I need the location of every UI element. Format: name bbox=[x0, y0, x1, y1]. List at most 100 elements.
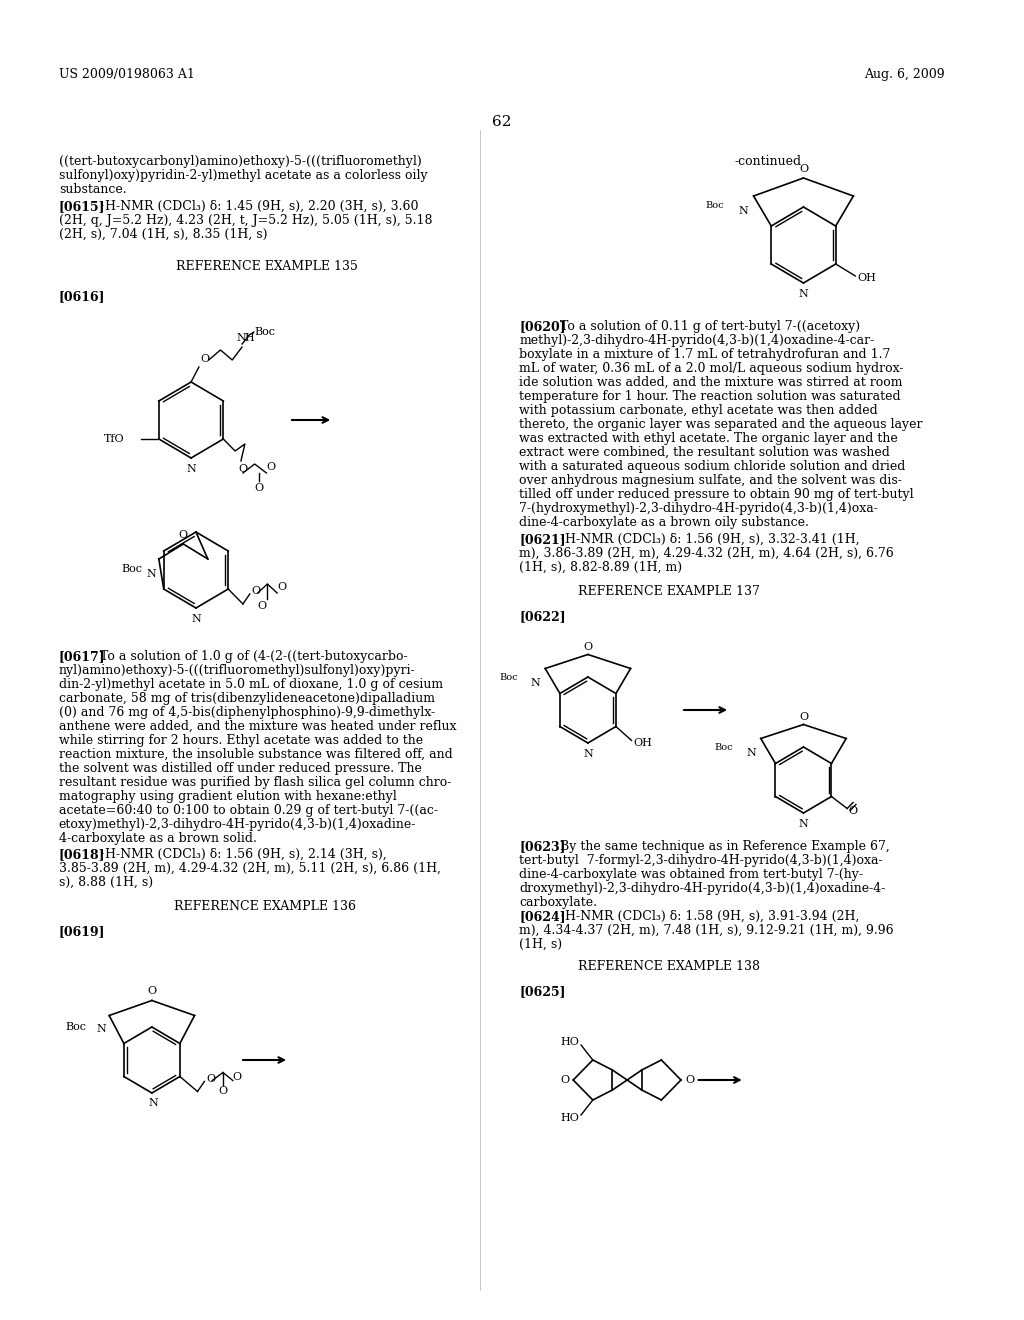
Text: Boc: Boc bbox=[66, 1022, 87, 1031]
Text: reaction mixture, the insoluble substance was filtered off, and: reaction mixture, the insoluble substanc… bbox=[58, 748, 453, 762]
Text: etoxy)methyl)-2,3-dihydro-4H-pyrido(4,3-b)(1,4)oxadine-: etoxy)methyl)-2,3-dihydro-4H-pyrido(4,3-… bbox=[58, 818, 416, 832]
Text: 3.85-3.89 (2H, m), 4.29-4.32 (2H, m), 5.11 (2H, s), 6.86 (1H,: 3.85-3.89 (2H, m), 4.29-4.32 (2H, m), 5.… bbox=[58, 862, 440, 875]
Text: anthene were added, and the mixture was heated under reflux: anthene were added, and the mixture was … bbox=[58, 719, 457, 733]
Text: N: N bbox=[96, 1024, 106, 1035]
Text: N: N bbox=[191, 614, 201, 624]
Text: O: O bbox=[201, 354, 210, 364]
Text: H: H bbox=[244, 333, 254, 343]
Text: [0624]: [0624] bbox=[519, 909, 566, 923]
Text: ¹H-NMR (CDCl₃) δ: 1.56 (9H, s), 2.14 (3H, s),: ¹H-NMR (CDCl₃) δ: 1.56 (9H, s), 2.14 (3H… bbox=[100, 847, 387, 861]
Text: sulfonyl)oxy)pyridin-2-yl)methyl acetate as a colorless oily: sulfonyl)oxy)pyridin-2-yl)methyl acetate… bbox=[58, 169, 427, 182]
Text: carbonate, 58 mg of tris(dibenzylideneacetone)dipalladium: carbonate, 58 mg of tris(dibenzylideneac… bbox=[58, 692, 435, 705]
Text: (1H, s), 8.82-8.89 (1H, m): (1H, s), 8.82-8.89 (1H, m) bbox=[519, 561, 682, 574]
Text: O: O bbox=[179, 531, 187, 540]
Text: O: O bbox=[799, 711, 808, 722]
Text: -continued: -continued bbox=[735, 154, 802, 168]
Text: m), 4.34-4.37 (2H, m), 7.48 (1H, s), 9.12-9.21 (1H, m), 9.96: m), 4.34-4.37 (2H, m), 7.48 (1H, s), 9.1… bbox=[519, 924, 894, 937]
Text: N: N bbox=[237, 333, 246, 343]
Text: O: O bbox=[848, 805, 857, 816]
Text: US 2009/0198063 A1: US 2009/0198063 A1 bbox=[58, 69, 195, 81]
Text: 7-(hydroxymethyl)-2,3-dihydro-4H-pyrido(4,3-b)(1,4)oxa-: 7-(hydroxymethyl)-2,3-dihydro-4H-pyrido(… bbox=[519, 502, 879, 515]
Text: N: N bbox=[746, 748, 756, 758]
Text: O: O bbox=[278, 582, 287, 591]
Text: temperature for 1 hour. The reaction solution was saturated: temperature for 1 hour. The reaction sol… bbox=[519, 389, 901, 403]
Text: [0618]: [0618] bbox=[58, 847, 105, 861]
Text: dine-4-carboxylate as a brown oily substance.: dine-4-carboxylate as a brown oily subst… bbox=[519, 516, 809, 529]
Text: ide solution was added, and the mixture was stirred at room: ide solution was added, and the mixture … bbox=[519, 376, 903, 389]
Text: O: O bbox=[685, 1074, 694, 1085]
Text: matography using gradient elution with hexane:ethyl: matography using gradient elution with h… bbox=[58, 789, 396, 803]
Text: O: O bbox=[232, 1072, 242, 1081]
Text: s), 8.88 (1H, s): s), 8.88 (1H, s) bbox=[58, 876, 153, 888]
Text: N: N bbox=[186, 465, 196, 474]
Text: with potassium carbonate, ethyl acetate was then added: with potassium carbonate, ethyl acetate … bbox=[519, 404, 878, 417]
Text: O: O bbox=[266, 462, 275, 473]
Text: was extracted with ethyl acetate. The organic layer and the: was extracted with ethyl acetate. The or… bbox=[519, 432, 898, 445]
Text: mL of water, 0.36 mL of a 2.0 mol/L aqueous sodium hydrox-: mL of water, 0.36 mL of a 2.0 mol/L aque… bbox=[519, 362, 904, 375]
Text: Boc: Boc bbox=[499, 673, 518, 682]
Text: [0622]: [0622] bbox=[519, 610, 566, 623]
Text: nyl)amino)ethoxy)-5-(((trifluoromethyl)sulfonyl)oxy)pyri-: nyl)amino)ethoxy)-5-(((trifluoromethyl)s… bbox=[58, 664, 416, 677]
Text: [0623]: [0623] bbox=[519, 840, 566, 853]
Text: REFERENCE EXAMPLE 136: REFERENCE EXAMPLE 136 bbox=[174, 900, 356, 913]
Text: O: O bbox=[239, 465, 248, 474]
Text: carboxylate.: carboxylate. bbox=[519, 896, 597, 909]
Text: dine-4-carboxylate was obtained from tert-butyl 7-(hy-: dine-4-carboxylate was obtained from ter… bbox=[519, 869, 863, 880]
Text: [0621]: [0621] bbox=[519, 533, 566, 546]
Text: over anhydrous magnesium sulfate, and the solvent was dis-: over anhydrous magnesium sulfate, and th… bbox=[519, 474, 902, 487]
Text: [0625]: [0625] bbox=[519, 985, 566, 998]
Text: OH: OH bbox=[634, 738, 652, 748]
Text: substance.: substance. bbox=[58, 183, 126, 195]
Text: O: O bbox=[218, 1086, 227, 1097]
Text: TfO: TfO bbox=[103, 434, 125, 444]
Text: [0619]: [0619] bbox=[58, 925, 105, 939]
Text: [0616]: [0616] bbox=[58, 290, 105, 304]
Text: acetate=60:40 to 0:100 to obtain 0.29 g of tert-butyl 7-((ac-: acetate=60:40 to 0:100 to obtain 0.29 g … bbox=[58, 804, 438, 817]
Text: droxymethyl)-2,3-dihydro-4H-pyrido(4,3-b)(1,4)oxadine-4-: droxymethyl)-2,3-dihydro-4H-pyrido(4,3-b… bbox=[519, 882, 886, 895]
Text: methyl)-2,3-dihydro-4H-pyrido(4,3-b)(1,4)oxadine-4-car-: methyl)-2,3-dihydro-4H-pyrido(4,3-b)(1,4… bbox=[519, 334, 874, 347]
Text: [0617]: [0617] bbox=[58, 649, 105, 663]
Text: REFERENCE EXAMPLE 135: REFERENCE EXAMPLE 135 bbox=[176, 260, 358, 273]
Text: N: N bbox=[146, 569, 156, 579]
Text: (2H, s), 7.04 (1H, s), 8.35 (1H, s): (2H, s), 7.04 (1H, s), 8.35 (1H, s) bbox=[58, 228, 267, 242]
Text: REFERENCE EXAMPLE 138: REFERENCE EXAMPLE 138 bbox=[579, 960, 760, 973]
Text: ((tert-butoxycarbonyl)amino)ethoxy)-5-(((trifluoromethyl): ((tert-butoxycarbonyl)amino)ethoxy)-5-((… bbox=[58, 154, 422, 168]
Text: O: O bbox=[257, 601, 266, 611]
Text: (1H, s): (1H, s) bbox=[519, 939, 562, 950]
Text: By the same technique as in Reference Example 67,: By the same technique as in Reference Ex… bbox=[560, 840, 890, 853]
Text: To a solution of 1.0 g of (4-(2-((tert-butoxycarbo-: To a solution of 1.0 g of (4-(2-((tert-b… bbox=[100, 649, 408, 663]
Text: [0620]: [0620] bbox=[519, 319, 566, 333]
Text: N: N bbox=[799, 289, 808, 300]
Text: O: O bbox=[206, 1074, 215, 1085]
Text: 62: 62 bbox=[492, 115, 511, 129]
Text: O: O bbox=[799, 164, 808, 174]
Text: O: O bbox=[252, 586, 261, 597]
Text: O: O bbox=[254, 483, 263, 492]
Text: N: N bbox=[799, 818, 808, 829]
Text: the solvent was distilled off under reduced pressure. The: the solvent was distilled off under redu… bbox=[58, 762, 422, 775]
Text: Boc: Boc bbox=[706, 202, 724, 210]
Text: O: O bbox=[584, 642, 593, 652]
Text: 4-carboxylate as a brown solid.: 4-carboxylate as a brown solid. bbox=[58, 832, 257, 845]
Text: O: O bbox=[147, 986, 157, 997]
Text: REFERENCE EXAMPLE 137: REFERENCE EXAMPLE 137 bbox=[579, 585, 760, 598]
Text: N: N bbox=[148, 1098, 159, 1107]
Text: tert-butyl  7-formyl-2,3-dihydro-4H-pyrido(4,3-b)(1,4)oxa-: tert-butyl 7-formyl-2,3-dihydro-4H-pyrid… bbox=[519, 854, 883, 867]
Text: To a solution of 0.11 g of tert-butyl 7-((acetoxy): To a solution of 0.11 g of tert-butyl 7-… bbox=[560, 319, 860, 333]
Text: thereto, the organic layer was separated and the aqueous layer: thereto, the organic layer was separated… bbox=[519, 418, 923, 432]
Text: ¹H-NMR (CDCl₃) δ: 1.45 (9H, s), 2.20 (3H, s), 3.60: ¹H-NMR (CDCl₃) δ: 1.45 (9H, s), 2.20 (3H… bbox=[100, 201, 419, 213]
Text: N: N bbox=[739, 206, 749, 216]
Text: boxylate in a mixture of 1.7 mL of tetrahydrofuran and 1.7: boxylate in a mixture of 1.7 mL of tetra… bbox=[519, 348, 891, 360]
Text: OH: OH bbox=[857, 273, 877, 282]
Text: HO: HO bbox=[560, 1038, 580, 1047]
Text: extract were combined, the resultant solution was washed: extract were combined, the resultant sol… bbox=[519, 446, 890, 459]
Text: N: N bbox=[530, 678, 541, 688]
Text: Boc: Boc bbox=[121, 564, 142, 574]
Text: tilled off under reduced pressure to obtain 90 mg of tert-butyl: tilled off under reduced pressure to obt… bbox=[519, 488, 914, 502]
Text: (0) and 76 mg of 4,5-bis(diphenylphosphino)-9,9-dimethylx-: (0) and 76 mg of 4,5-bis(diphenylphosphi… bbox=[58, 706, 435, 719]
Text: m), 3.86-3.89 (2H, m), 4.29-4.32 (2H, m), 4.64 (2H, s), 6.76: m), 3.86-3.89 (2H, m), 4.29-4.32 (2H, m)… bbox=[519, 546, 894, 560]
Text: N: N bbox=[583, 748, 593, 759]
Text: O: O bbox=[560, 1074, 569, 1085]
Text: ¹H-NMR (CDCl₃) δ: 1.56 (9H, s), 3.32-3.41 (1H,: ¹H-NMR (CDCl₃) δ: 1.56 (9H, s), 3.32-3.4… bbox=[560, 533, 860, 546]
Text: Boc: Boc bbox=[715, 743, 733, 752]
